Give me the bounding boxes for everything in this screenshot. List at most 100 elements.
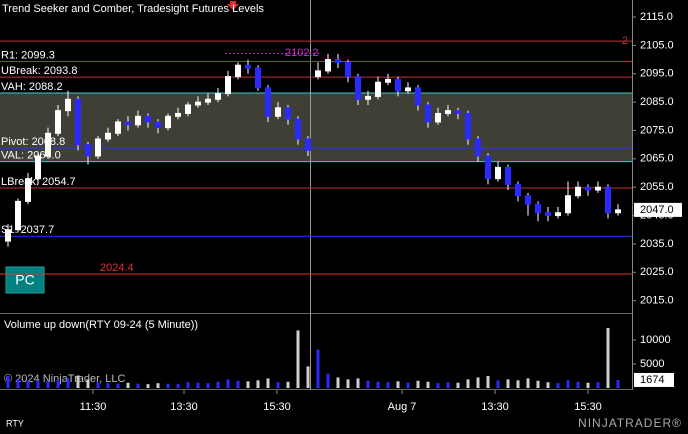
candle-body xyxy=(285,107,291,120)
volume-bar xyxy=(136,383,140,388)
volume-bar xyxy=(116,383,120,388)
x-tick-label: 13:30 xyxy=(481,401,509,413)
volume-bar xyxy=(176,384,180,388)
volume-bar xyxy=(26,380,30,388)
candle-body xyxy=(415,87,421,106)
y-tick-label: 2095.0 xyxy=(640,68,674,80)
volume-bar xyxy=(276,382,280,388)
level-label: R1: 2099.3 xyxy=(1,49,55,61)
volume-bar xyxy=(296,330,300,388)
badge-box xyxy=(5,266,45,294)
x-tick-label: 15:30 xyxy=(263,401,291,413)
candle-body xyxy=(315,70,321,78)
candle-body xyxy=(545,212,551,217)
volume-bar xyxy=(476,377,480,388)
candle-body xyxy=(215,93,221,100)
copyright: © 2024 NinjaTrader, LLC xyxy=(4,373,125,385)
volume-bar xyxy=(486,376,490,388)
volume-bar xyxy=(376,381,380,388)
candle-body xyxy=(445,110,451,114)
y-tick-label: 2015.0 xyxy=(640,295,674,307)
volume-bar xyxy=(106,383,110,388)
level-label: VAL: 2064.0 xyxy=(1,150,61,162)
candle-body xyxy=(435,112,441,123)
candle-body xyxy=(365,95,371,100)
candle-body xyxy=(115,121,121,134)
current-price-label: 2047.0 xyxy=(640,204,674,216)
volume-bar xyxy=(576,381,580,388)
candle-body xyxy=(495,166,501,180)
volume-bar xyxy=(256,380,260,388)
candle-body xyxy=(585,186,591,191)
level-label: 2024.4 xyxy=(100,262,134,274)
y-tick-label: 2065.0 xyxy=(640,153,674,165)
signal-arrow xyxy=(227,1,239,10)
candle-body xyxy=(465,112,471,140)
level-label: S1: 2037.7 xyxy=(1,224,54,236)
volume-bar xyxy=(426,381,430,388)
candle-body xyxy=(125,121,131,126)
candle-body xyxy=(245,64,251,69)
volume-bar xyxy=(316,349,320,388)
candle-body xyxy=(595,186,601,191)
volume-bar xyxy=(606,328,610,388)
volume-bar xyxy=(406,382,410,388)
x-tick-label: Aug 7 xyxy=(388,401,417,413)
candle-body xyxy=(535,203,541,214)
volume-bar xyxy=(496,380,500,388)
current-volume-label: 1674 xyxy=(640,374,664,386)
volume-bar xyxy=(96,382,100,388)
volume-bar xyxy=(536,380,540,388)
candle-body xyxy=(195,101,201,106)
volume-bar xyxy=(86,379,90,388)
volume-bar xyxy=(336,377,340,388)
y-tick-label: 2055.0 xyxy=(640,181,674,193)
volume-bar xyxy=(586,382,590,388)
volume-bar xyxy=(396,381,400,388)
volume-bar xyxy=(596,382,600,388)
candle-body xyxy=(15,200,21,231)
candle-body xyxy=(5,229,11,242)
volume-bar xyxy=(236,380,240,388)
badge-text: PC xyxy=(15,272,34,288)
volume-bar xyxy=(516,380,520,388)
volume-bar xyxy=(46,381,50,388)
candle-body xyxy=(355,76,361,100)
volume-title: Volume up down(RTY 09-24 (5 Minute)) xyxy=(4,319,198,331)
candle-body xyxy=(605,186,611,214)
level-label: UBreak: 2093.8 xyxy=(1,65,77,77)
volume-bar xyxy=(76,375,80,388)
candle-body xyxy=(575,186,581,197)
value-area xyxy=(0,93,632,162)
x-tick-label: 11:30 xyxy=(80,401,107,413)
volume-bar xyxy=(186,382,190,388)
y-tick-label: 2035.0 xyxy=(640,238,674,250)
volume-bar xyxy=(246,381,250,388)
y-tick-label: 2025.0 xyxy=(640,266,674,278)
candle-body xyxy=(255,67,261,89)
candle-body xyxy=(235,64,241,78)
candle-body xyxy=(375,81,381,97)
level-label: 2102.2 xyxy=(285,47,319,59)
volume-bar xyxy=(546,382,550,388)
volume-bar xyxy=(16,379,20,388)
volume-bar xyxy=(326,373,330,388)
candle-body xyxy=(515,183,521,197)
volume-bar xyxy=(346,379,350,388)
candle-body xyxy=(185,104,191,114)
volume-bar xyxy=(506,379,510,388)
volume-bar xyxy=(226,379,230,388)
volume-bar xyxy=(366,380,370,388)
logo: NINJATRADER® xyxy=(578,416,682,430)
volume-bar xyxy=(446,382,450,388)
y-tick-label: 2105.0 xyxy=(640,39,674,51)
y-tick-label: 2115.0 xyxy=(640,11,673,23)
candle-body xyxy=(405,87,411,92)
volume-tick-label: 10000 xyxy=(640,334,671,346)
candle-body xyxy=(565,195,571,214)
candle-body xyxy=(395,78,401,92)
candle-body xyxy=(335,59,341,63)
volume-bar xyxy=(566,380,570,388)
volume-bar xyxy=(266,378,270,388)
